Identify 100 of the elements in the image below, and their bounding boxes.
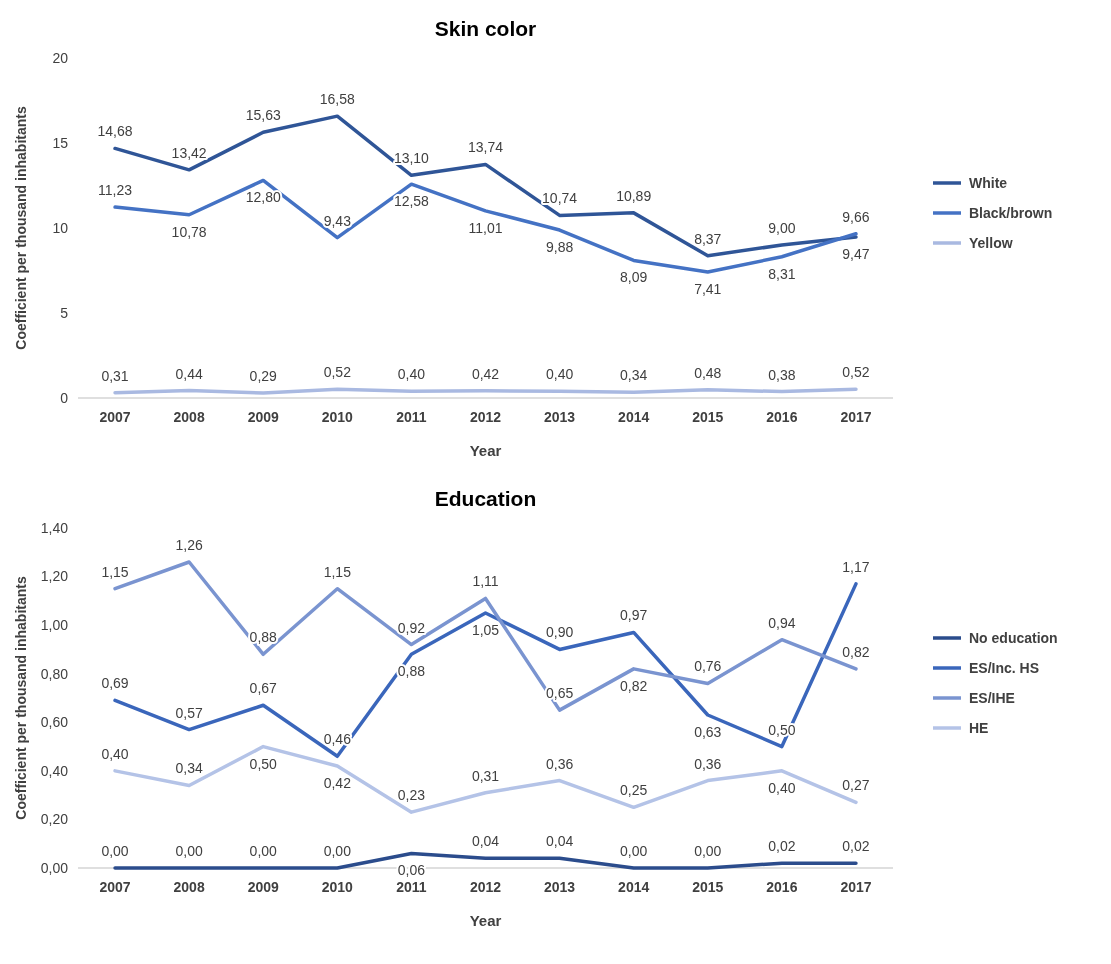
data-label: 15,63 (245, 107, 281, 124)
data-label: 0,57 (175, 704, 203, 721)
data-label: 0,06 (397, 862, 426, 879)
y-tick-label: 0,20 (40, 811, 69, 828)
data-label: 10,89 (616, 187, 652, 204)
x-tick-label: 2014 (618, 879, 650, 895)
data-label: 9,43 (323, 212, 352, 229)
y-axis-title: Coefficient per thousand inhabitants (13, 106, 29, 350)
y-tick-label: 1,20 (40, 568, 69, 585)
data-label: 0,82 (842, 643, 870, 660)
data-label: 0,02 (768, 838, 796, 855)
x-tick-label: 2011 (396, 409, 427, 425)
x-tick-label: 2013 (544, 879, 576, 895)
data-label: 1,15 (101, 563, 129, 580)
x-tick-label: 2010 (321, 409, 354, 425)
data-label: 0,40 (545, 366, 574, 383)
x-tick-label: 2014 (618, 409, 650, 425)
data-label: 10,78 (171, 223, 207, 240)
data-label: 9,47 (842, 246, 870, 263)
data-label: 0,29 (249, 368, 278, 385)
data-label: 0,44 (175, 365, 203, 382)
data-label: 1,17 (842, 558, 870, 575)
x-tick-label: 2015 (692, 879, 724, 895)
x-tick-label: 2015 (692, 409, 724, 425)
x-tick-label: 2011 (396, 879, 427, 895)
data-label: 13,10 (393, 150, 430, 167)
data-label: 0,40 (101, 745, 129, 762)
data-label: 11,23 (98, 182, 133, 199)
y-tick-label: 0,40 (40, 762, 69, 779)
data-label: 0,34 (175, 760, 203, 777)
data-label: 0,67 (249, 680, 278, 697)
legend-label: Black/brown (969, 204, 1053, 221)
data-label: 9,00 (768, 220, 796, 236)
data-label: 9,66 (842, 208, 870, 225)
x-tick-label: 2007 (99, 409, 131, 425)
data-label: 8,37 (694, 230, 722, 247)
x-tick-label: 2009 (247, 879, 280, 895)
data-label: 1,15 (323, 563, 352, 580)
data-label: 14,68 (97, 123, 133, 140)
data-label: 0,00 (101, 843, 129, 859)
y-tick-label: 15 (52, 134, 69, 151)
data-label: 1,11 (472, 573, 499, 590)
data-label: 0,00 (323, 843, 352, 859)
data-label: 0,00 (175, 843, 203, 859)
data-label: 13,74 (467, 139, 504, 156)
legend-label: No education (969, 629, 1058, 646)
data-label: 0,38 (768, 366, 796, 383)
x-axis-title: Year (469, 912, 502, 929)
data-label: 0,63 (694, 724, 722, 740)
data-label: 0,69 (101, 675, 129, 692)
data-label: 0,42 (471, 365, 500, 382)
x-tick-label: 2008 (173, 409, 205, 425)
data-label: 0,52 (323, 364, 352, 381)
x-tick-label: 2012 (469, 409, 502, 425)
data-label: 0,04 (545, 833, 574, 850)
x-tick-label: 2007 (99, 879, 131, 895)
x-tick-label: 2009 (247, 409, 280, 425)
data-label: 8,31 (768, 265, 796, 282)
data-label: 16,58 (319, 91, 356, 108)
data-label: 0,31 (101, 367, 129, 384)
y-axis-title: Coefficient per thousand inhabitants (13, 576, 29, 820)
data-label: 12,80 (245, 189, 281, 206)
data-label: 0,34 (620, 367, 648, 384)
y-tick-label: 0,80 (40, 665, 69, 682)
data-label: 0,00 (694, 843, 722, 859)
data-label: 1,05 (471, 622, 500, 638)
data-label: 0,40 (768, 779, 796, 796)
legend-label: ES/Inc. HS (969, 659, 1040, 676)
data-label: 0,27 (842, 777, 870, 794)
legend-label: HE (969, 719, 989, 736)
chart-title: Skin color (434, 17, 537, 40)
data-label: 0,42 (323, 775, 352, 791)
x-tick-label: 2008 (173, 879, 205, 895)
x-tick-label: 2017 (840, 879, 872, 895)
data-label: 0,23 (397, 787, 426, 804)
data-label: 9,88 (545, 239, 574, 256)
data-label: 0,90 (545, 624, 574, 641)
data-label: 0,82 (620, 677, 648, 694)
data-label: 0,92 (397, 619, 426, 636)
data-label: 0,36 (545, 755, 574, 772)
x-tick-label: 2016 (766, 879, 798, 895)
y-tick-label: 5 (60, 304, 69, 321)
data-label: 0,02 (842, 838, 870, 855)
y-tick-label: 0,60 (40, 714, 69, 731)
data-label: 8,09 (620, 269, 648, 286)
x-axis-title: Year (469, 442, 502, 459)
y-tick-label: 1,40 (40, 519, 69, 536)
data-label: 0,52 (842, 364, 870, 381)
y-tick-label: 0 (60, 389, 69, 406)
data-label: 0,76 (694, 658, 722, 675)
data-label: 0,88 (397, 663, 426, 680)
data-label: 0,00 (249, 843, 278, 859)
y-tick-label: 1,00 (40, 617, 69, 634)
x-tick-label: 2012 (469, 879, 502, 895)
x-tick-label: 2016 (766, 409, 798, 425)
legend-label: White (969, 174, 1008, 191)
data-label: 0,36 (694, 755, 722, 772)
data-label: 1,26 (175, 537, 203, 553)
chart-title: Education (434, 487, 537, 510)
data-label: 12,58 (393, 193, 430, 210)
